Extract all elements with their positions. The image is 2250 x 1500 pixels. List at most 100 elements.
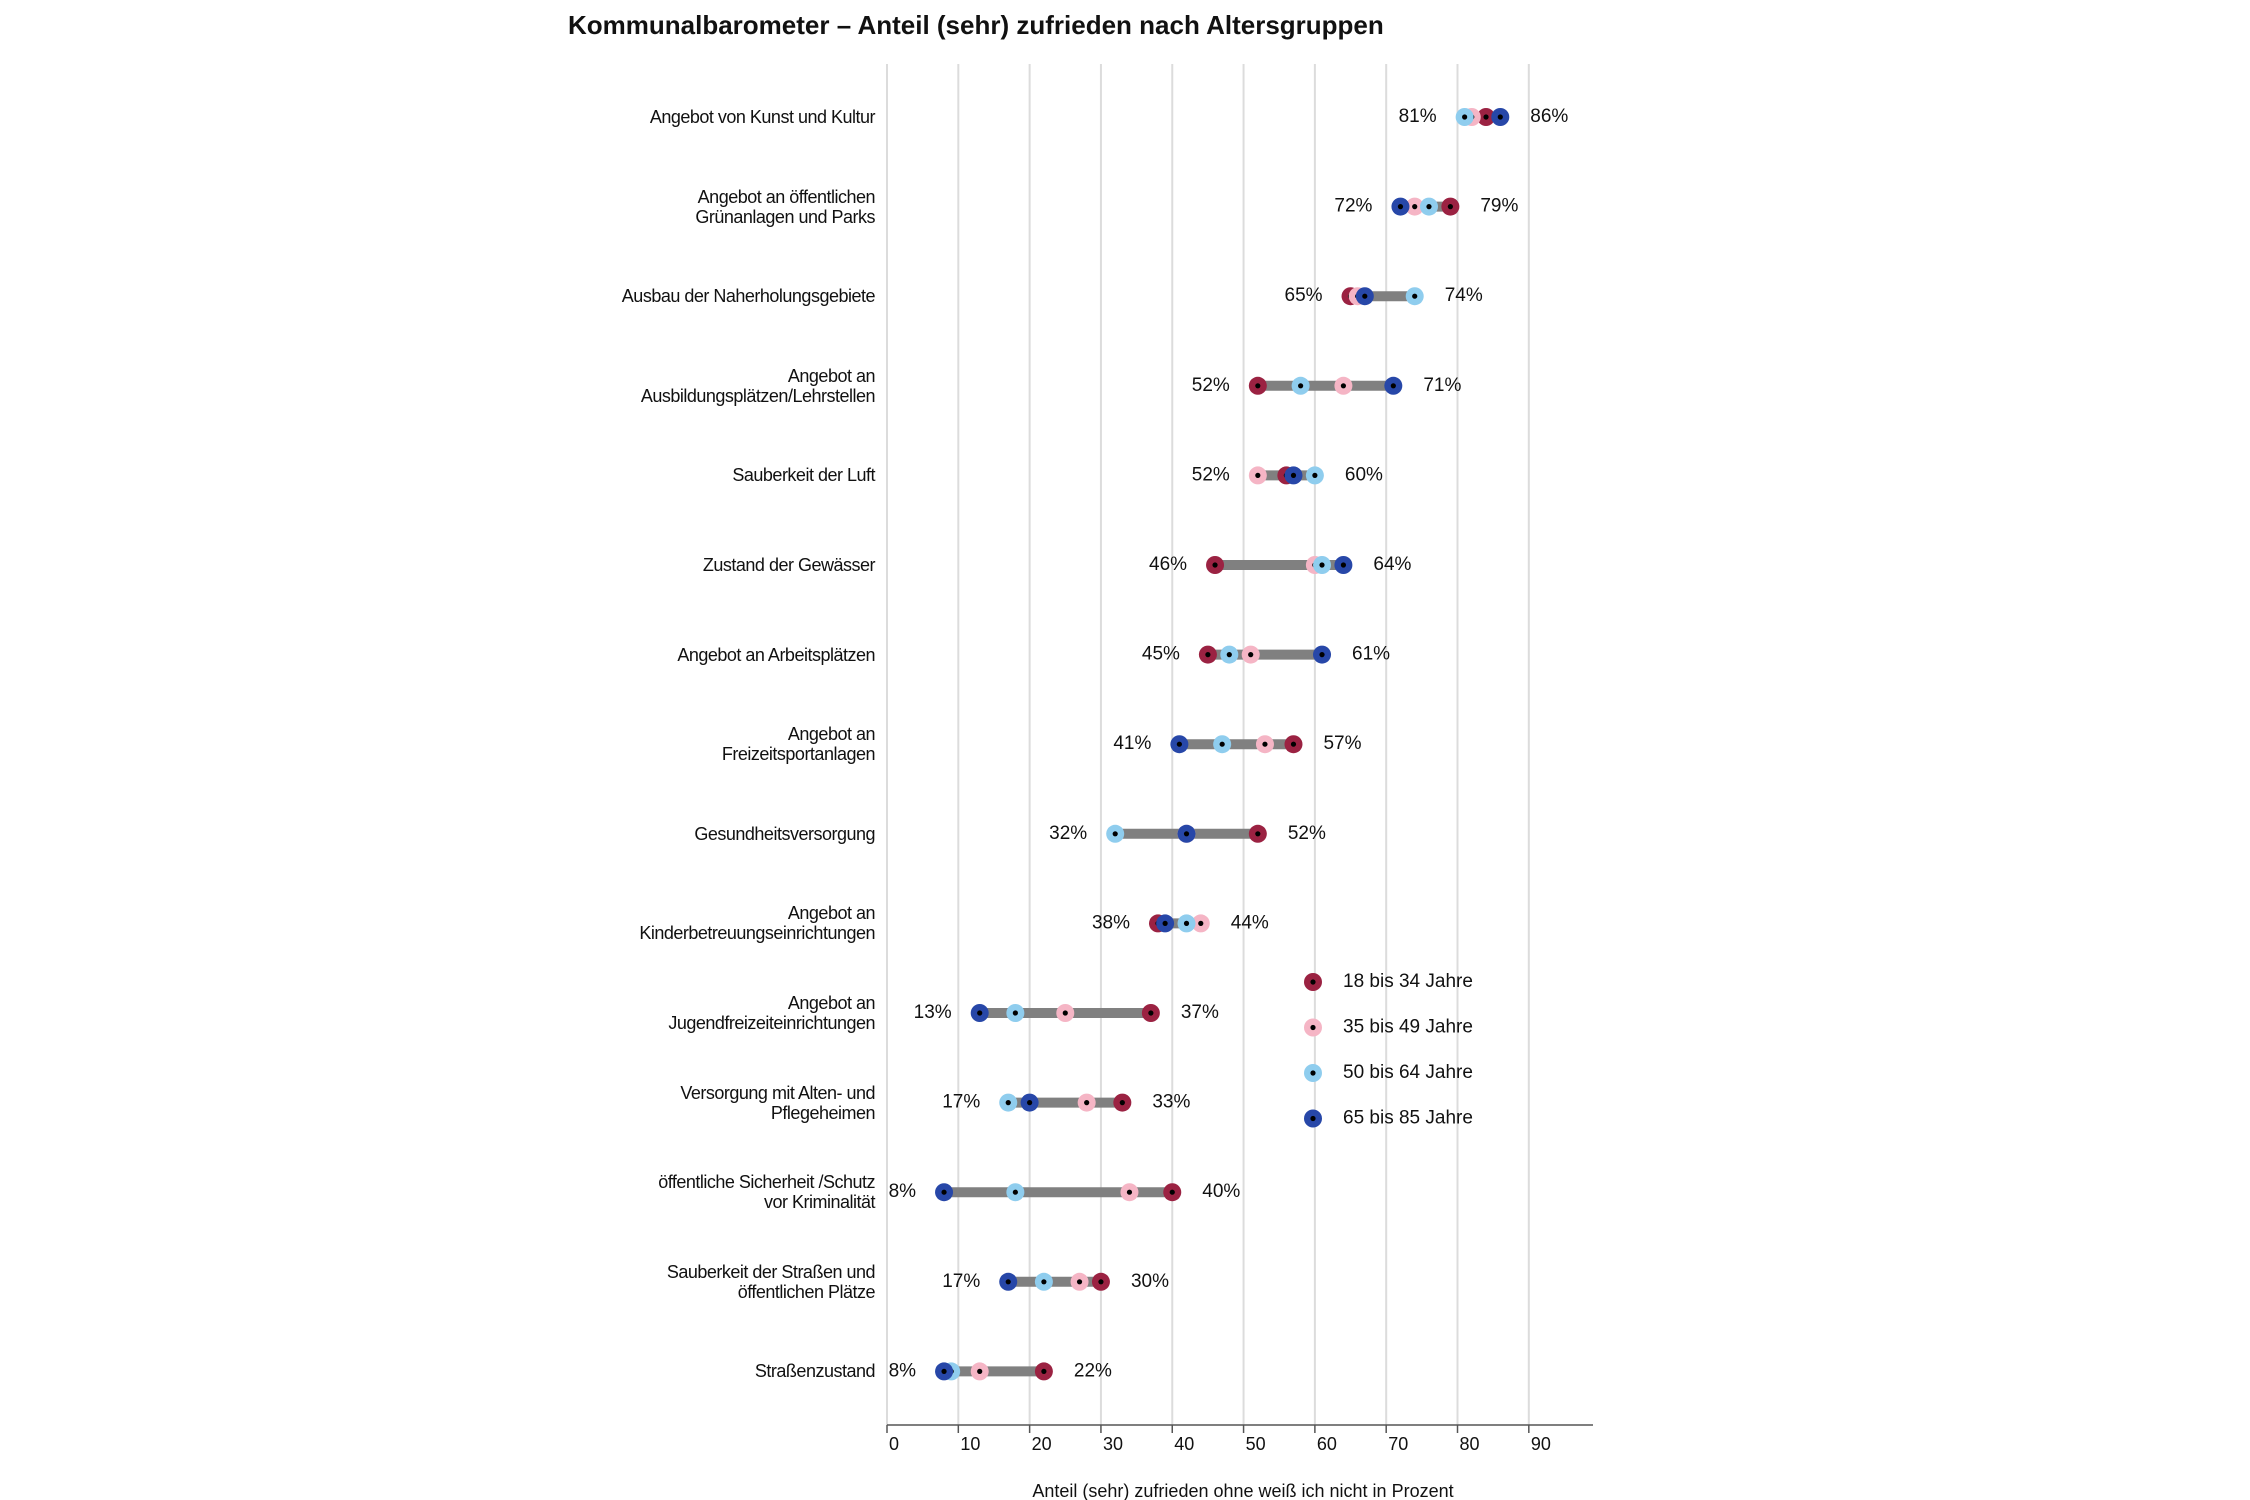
point [1170, 735, 1189, 754]
min-label: 52% [1192, 375, 1230, 396]
dot-center [977, 1010, 983, 1016]
dot-center [1255, 831, 1261, 837]
min-label: 38% [1092, 912, 1130, 933]
point [1034, 1272, 1053, 1291]
min-label: 72% [1334, 196, 1372, 217]
legend-label: 18 bis 34 Jahre [1343, 971, 1473, 992]
dot-center [1310, 1115, 1316, 1122]
category-label: Angebot von Kunst und Kultur [649, 107, 876, 127]
dot-center [1255, 383, 1261, 389]
point [1248, 824, 1267, 843]
dot-center [1112, 831, 1118, 837]
max-label: 44% [1231, 912, 1269, 933]
point [1213, 735, 1232, 754]
min-label: 13% [914, 1002, 952, 1023]
max-label: 33% [1152, 1092, 1190, 1113]
min-label: 17% [942, 1271, 980, 1292]
max-label: 57% [1323, 733, 1361, 754]
point [1391, 197, 1410, 216]
point [1156, 914, 1175, 933]
min-label: 41% [1113, 733, 1151, 754]
point [1070, 1272, 1089, 1291]
point [1334, 556, 1353, 574]
dot-center [1062, 1010, 1068, 1016]
x-axis-label: Anteil (sehr) zufrieden ohne weiß ich ni… [1032, 1481, 1453, 1500]
category-label: Sauberkeit der Straßen und öffentlichen … [666, 1261, 876, 1302]
point [1405, 287, 1424, 306]
point [1419, 197, 1438, 216]
dot-center [1076, 1279, 1083, 1285]
dot-center [1226, 652, 1232, 658]
dot-center [1447, 204, 1453, 210]
dot-center [1012, 1010, 1018, 1016]
max-label: 74% [1445, 285, 1483, 306]
point [1020, 1093, 1039, 1112]
point [1291, 376, 1310, 395]
dot-center [941, 1189, 947, 1195]
max-label: 22% [1074, 1360, 1112, 1381]
dot-center [1426, 204, 1432, 210]
dot-center [1219, 741, 1225, 747]
dot-center [1255, 472, 1261, 478]
category-label: Angebot an Jugendfreizeiteinrichtungen [668, 993, 875, 1033]
dot-center [1390, 383, 1396, 389]
max-label: 52% [1288, 823, 1326, 844]
point [1141, 1004, 1160, 1022]
point [1163, 1183, 1182, 1202]
point [1405, 197, 1424, 216]
dot-center [1412, 204, 1418, 210]
dot-center [1205, 652, 1211, 658]
x-tick-label: 90 [1531, 1434, 1551, 1454]
x-tick-label: 80 [1460, 1434, 1480, 1454]
dot-center [1162, 920, 1168, 927]
point [1305, 466, 1324, 485]
dot-center [1397, 204, 1404, 210]
dot-center [1119, 1100, 1125, 1106]
legend-swatch [1304, 1064, 1322, 1082]
min-label: 17% [942, 1092, 980, 1113]
point [935, 1183, 954, 1202]
point [1177, 914, 1196, 933]
max-label: 61% [1352, 644, 1390, 665]
dot-center [1169, 1189, 1175, 1195]
category-label: Angebot an Freizeitsportanlagen [721, 724, 876, 765]
dot-center [1483, 114, 1489, 120]
dot-center [1084, 1100, 1090, 1106]
point [999, 1272, 1018, 1291]
point [970, 1362, 989, 1381]
chart-title: Kommunalbarometer – Anteil (sehr) zufrie… [568, 10, 1384, 40]
x-tick-label: 40 [1174, 1434, 1194, 1454]
dot-center [1027, 1100, 1033, 1106]
min-label: 8% [889, 1360, 917, 1381]
point [1006, 1004, 1025, 1022]
max-label: 37% [1181, 1002, 1219, 1023]
point [1284, 466, 1303, 485]
point [1248, 376, 1267, 395]
point [1384, 376, 1403, 395]
point [935, 1362, 954, 1381]
x-tick-label: 50 [1246, 1434, 1266, 1454]
point [1313, 556, 1332, 574]
min-label: 52% [1192, 464, 1230, 485]
dot-center [1012, 1189, 1018, 1195]
dot-center [1298, 383, 1304, 389]
category-label: Versorgung mit Alten- und Pflegeheimen [680, 1082, 875, 1123]
category-label: Angebot an öffentlichen Grünanlagen und … [695, 186, 875, 227]
dot-center [1005, 1100, 1011, 1106]
dot-center [1212, 562, 1218, 568]
dot-center [1462, 114, 1468, 120]
dot-center [1312, 472, 1318, 478]
point [1198, 645, 1217, 664]
x-tick-label: 20 [1032, 1434, 1052, 1454]
dot-center [1290, 741, 1297, 747]
legend-swatch [1304, 973, 1322, 991]
dot-center [1183, 831, 1190, 837]
point [1284, 735, 1303, 754]
point [1477, 108, 1496, 126]
point [1455, 108, 1474, 126]
point [1120, 1183, 1139, 1202]
max-label: 86% [1530, 106, 1568, 127]
max-label: 79% [1480, 196, 1518, 217]
category-label: Straßenzustand [754, 1361, 876, 1382]
